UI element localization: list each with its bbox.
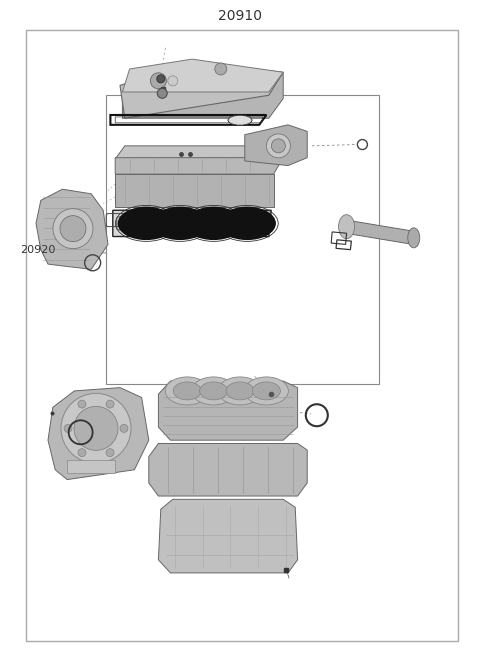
Ellipse shape	[338, 215, 355, 238]
Ellipse shape	[173, 382, 201, 400]
Ellipse shape	[244, 377, 288, 405]
Ellipse shape	[408, 228, 420, 248]
Circle shape	[78, 400, 86, 408]
Polygon shape	[115, 174, 274, 207]
Ellipse shape	[192, 377, 236, 405]
Polygon shape	[149, 443, 307, 496]
Ellipse shape	[228, 115, 252, 125]
Ellipse shape	[219, 208, 275, 239]
Ellipse shape	[119, 208, 174, 239]
Ellipse shape	[252, 382, 280, 400]
Circle shape	[168, 76, 178, 86]
Circle shape	[271, 139, 286, 153]
Ellipse shape	[226, 382, 254, 400]
Circle shape	[157, 75, 165, 83]
Circle shape	[215, 63, 227, 75]
Polygon shape	[120, 62, 283, 118]
Polygon shape	[122, 72, 283, 118]
Circle shape	[106, 400, 114, 408]
Ellipse shape	[152, 208, 208, 239]
Polygon shape	[67, 460, 115, 473]
Polygon shape	[122, 59, 283, 92]
Polygon shape	[115, 158, 283, 174]
Circle shape	[78, 449, 86, 457]
Circle shape	[266, 134, 290, 158]
Circle shape	[106, 449, 114, 457]
Text: 20910: 20910	[218, 9, 262, 24]
Bar	[106, 95, 379, 384]
Polygon shape	[158, 381, 298, 440]
Circle shape	[60, 215, 86, 242]
Polygon shape	[113, 210, 271, 237]
Text: 20920: 20920	[20, 244, 55, 255]
Circle shape	[157, 88, 167, 99]
Polygon shape	[115, 146, 293, 159]
Circle shape	[61, 394, 131, 463]
Circle shape	[120, 424, 128, 432]
Circle shape	[53, 209, 93, 248]
Ellipse shape	[165, 377, 209, 405]
Ellipse shape	[218, 377, 262, 405]
Circle shape	[74, 407, 118, 450]
Polygon shape	[158, 499, 298, 573]
Polygon shape	[346, 220, 414, 244]
Circle shape	[64, 424, 72, 432]
Polygon shape	[48, 388, 149, 480]
Polygon shape	[36, 189, 108, 269]
Circle shape	[150, 73, 167, 89]
Ellipse shape	[200, 382, 228, 400]
Polygon shape	[245, 125, 307, 166]
Ellipse shape	[186, 208, 241, 239]
